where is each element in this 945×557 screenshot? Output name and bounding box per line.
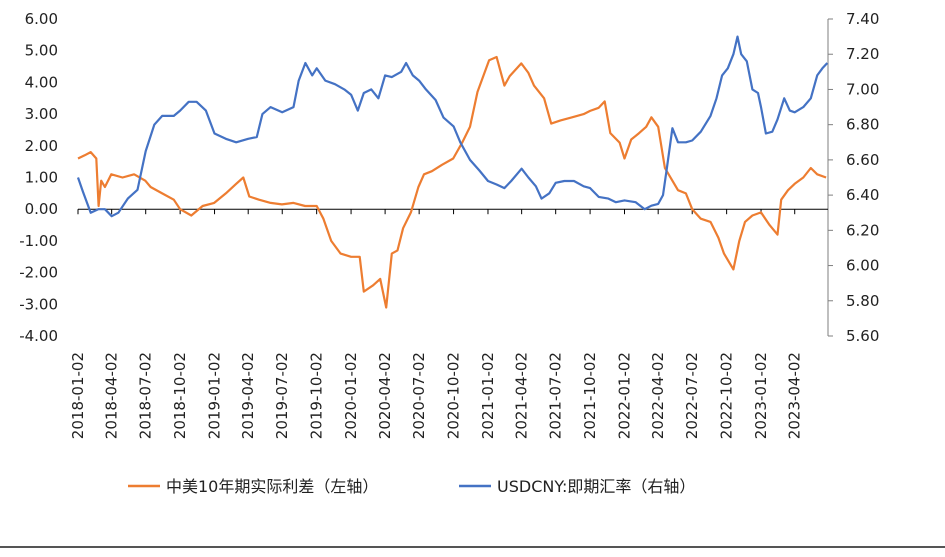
left-tick-label: -2.00 [19,264,58,282]
legend: 中美10年期实际利差（左轴） USDCNY:即期汇率（右轴） [128,477,695,496]
x-tick-label: 2019-04-02 [239,352,257,439]
left-tick-label: 2.00 [25,137,58,155]
plot-area [76,35,829,309]
left-tick-label: 3.00 [25,105,58,123]
left-axis: 6.00 5.00 4.00 3.00 2.00 1.00 0.00 -1.00 -2.00 -3… [19,10,58,345]
right-axis: 7.40 7.20 7.00 6.80 6.60 6.40 6.20 6.00 5.80 5.60 [828,10,879,345]
right-tick-label: 6.80 [846,116,879,134]
x-axis: 2018-01-02 2018-04-02 2018-07-02 2018-10-02… [69,209,804,439]
left-tick-label: 4.00 [25,73,58,91]
right-tick-label: 6.00 [846,257,879,275]
x-tick-label: 2018-10-02 [171,352,189,439]
left-tick-label: 5.00 [25,42,58,60]
x-tick-label: 2020-04-02 [376,352,394,439]
x-tick-label: 2022-04-02 [649,352,667,439]
x-tick-label: 2019-01-02 [206,352,224,439]
x-tick-label: 2023-01-02 [752,352,770,439]
right-tick-label: 7.40 [846,10,879,28]
x-tick-label: 2018-04-02 [103,352,121,439]
x-tick-label: 2021-10-02 [581,352,599,439]
right-tick-label: 7.20 [846,45,879,63]
left-tick-label: -3.00 [19,295,58,313]
x-tick-label: 2019-10-02 [308,352,326,439]
left-tick-label: 6.00 [25,10,58,28]
x-tick-label: 2020-01-02 [342,352,360,439]
x-tick-label: 2022-10-02 [718,352,736,439]
left-tick-label: -4.00 [19,327,58,345]
right-tick-label: 5.60 [846,327,879,345]
x-tick-label: 2020-07-02 [410,352,428,439]
legend-item-orange: 中美10年期实际利差（左轴） [128,477,378,496]
left-tick-label: -1.00 [19,232,58,250]
x-tick-label: 2022-01-02 [616,352,634,439]
series-line-rate-spread [77,55,827,309]
x-tick-label: 2018-01-02 [69,352,87,439]
x-tick-label: 2019-07-02 [273,352,291,439]
x-tick-label: 2018-07-02 [137,352,155,439]
left-tick-label: 0.00 [25,200,58,218]
left-tick-label: 1.00 [25,169,58,187]
legend-item-blue: USDCNY:即期汇率（右轴） [459,477,695,496]
right-tick-label: 5.80 [846,292,879,310]
right-tick-label: 6.60 [846,151,879,169]
x-tick-label: 2021-01-02 [479,352,497,439]
right-tick-label: 6.20 [846,221,879,239]
x-tick-label: 2021-04-02 [513,352,531,439]
x-tick-label: 2023-04-02 [786,352,804,439]
series-line-usdcny [76,35,829,218]
x-tick-label: 2021-07-02 [547,352,565,439]
legend-label-orange: 中美10年期实际利差（左轴） [166,477,378,496]
right-tick-label: 7.00 [846,80,879,98]
footer-rule [0,546,945,548]
x-tick-label: 2020-10-02 [445,352,463,439]
right-tick-label: 6.40 [846,186,879,204]
legend-label-blue: USDCNY:即期汇率（右轴） [497,477,695,496]
x-tick-label: 2022-07-02 [683,352,701,439]
